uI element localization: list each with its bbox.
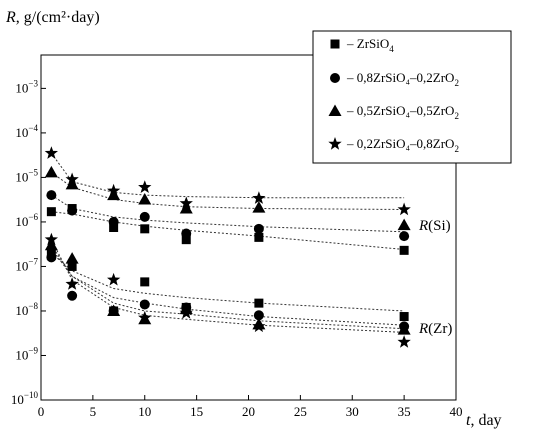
circle-data-point [46, 252, 57, 263]
triangle-data-point [44, 238, 58, 251]
star-data-point [65, 277, 79, 290]
circle-data-point [108, 216, 119, 227]
circle-data-point [181, 228, 192, 239]
square-data-point [67, 261, 77, 271]
triangle-data-point [65, 177, 79, 190]
x-tick-label: 5 [90, 404, 97, 419]
triangle-data-point [107, 188, 121, 201]
circle-data-point [139, 299, 150, 310]
x-tick-label: 25 [294, 404, 307, 419]
triangle-data-point [44, 165, 58, 178]
star-data-point [44, 146, 58, 159]
square-data-point [140, 277, 150, 287]
legend: – ZrSiO4 – 0,8ZrSiO₄–0,2ZrO2 – 0,5ZrSiO₄–0… [312, 30, 512, 164]
legend-marker-star [328, 137, 342, 150]
circle-data-point [46, 190, 57, 201]
y-tick-label: 10−9 [15, 345, 38, 362]
triangle-data-point [138, 192, 152, 205]
legend-label: – 0,5ZrSiO₄–0,5ZrO2 [346, 103, 459, 121]
triangle-data-point [107, 304, 121, 316]
x-tick-label: 20 [242, 404, 255, 419]
fit-curve [51, 194, 405, 233]
x-axis-separator: , [470, 412, 478, 429]
circle-data-point [399, 231, 410, 242]
star-data-point [179, 196, 193, 210]
circle-data-point [67, 290, 78, 301]
y-axis-variable: R [5, 9, 16, 26]
circle-data-point [253, 223, 264, 234]
star-data-point [252, 191, 266, 204]
x-axis-unit: day [478, 412, 501, 429]
star-data-point [65, 172, 79, 186]
square-data-point [46, 207, 56, 217]
annotation-r-zr-rest: (Zr) [428, 321, 452, 337]
circle-data-point [139, 211, 150, 222]
square-data-point [254, 232, 264, 242]
y-tick-label: 10−5 [15, 167, 38, 184]
x-tick-label: 10 [138, 404, 151, 419]
square-data-point [254, 298, 264, 308]
y-tick-label: 10−6 [15, 212, 38, 229]
star-data-point [252, 319, 266, 333]
square-data-point [399, 245, 409, 255]
legend-label: – ZrSiO4 [346, 36, 394, 54]
y-tick-label: 10−10 [11, 390, 39, 407]
star-data-point [107, 272, 121, 286]
fit-curve [51, 248, 405, 326]
y-axis-title: R, g/(cm²·day) [5, 9, 100, 26]
y-tick-label: 10−3 [15, 78, 38, 95]
annotation-r-si-var: R [418, 218, 428, 234]
legend-label: – 0,2ZrSiO₄–0,8ZrO2 [346, 136, 459, 154]
triangle-data-point [65, 252, 79, 264]
triangle-data-point [397, 323, 411, 335]
star-data-point [397, 202, 411, 216]
annotation-r-zr-var: R [418, 321, 428, 337]
star-data-point [138, 310, 152, 324]
annotation-r-zr: R(Zr) [418, 321, 452, 337]
y-tick-label: 10−8 [15, 301, 38, 318]
star-data-point [397, 335, 411, 348]
square-data-point [109, 222, 119, 232]
axes-group: 0 5 10 15 20 25 30 35 40 10−10 10−9 10−8 10−7 10−6 10−… [11, 78, 463, 419]
fit-curve [51, 171, 405, 210]
triangle-data-point [252, 201, 266, 213]
y-axis-unit: g/(cm²·day) [24, 9, 100, 26]
data-points-group [44, 146, 411, 348]
x-tick-label: 15 [190, 404, 203, 419]
star-data-point [179, 306, 193, 319]
star-data-point [107, 183, 121, 197]
annotation-r-si: R(Si) [418, 218, 451, 234]
circle-data-point [253, 310, 264, 321]
square-data-point [399, 312, 409, 322]
fit-curve [50, 239, 405, 333]
legend-marker-triangle [328, 104, 342, 116]
triangle-data-point [397, 218, 411, 231]
square-data-point [181, 235, 191, 245]
fit-curve [51, 211, 405, 250]
star-data-point [138, 180, 152, 193]
y-tick-label: 10−7 [15, 256, 38, 273]
legend-box [312, 30, 512, 164]
star-data-point [44, 232, 58, 246]
x-axis-title: t, day [466, 412, 502, 429]
x-axis-variable: t [466, 412, 471, 429]
x-tick-label: 30 [346, 404, 359, 419]
fit-curve [50, 244, 405, 330]
legend-marker-square [330, 39, 340, 49]
y-axis-separator: , [16, 9, 24, 26]
square-data-point [140, 224, 150, 234]
y-tick-label: 10−4 [15, 123, 38, 140]
triangle-data-point [179, 202, 193, 214]
x-tick-label: 0 [38, 404, 45, 419]
legend-label: – 0,8ZrSiO₄–0,2ZrO2 [346, 70, 459, 88]
x-tick-label: 40 [450, 404, 463, 419]
x-tick-label: 35 [398, 404, 411, 419]
circle-data-point [67, 205, 78, 216]
annotation-r-si-rest: (Si) [428, 218, 451, 234]
fit-curve [51, 252, 405, 312]
fit-curves-group [50, 152, 405, 333]
legend-marker-circle [330, 73, 340, 83]
